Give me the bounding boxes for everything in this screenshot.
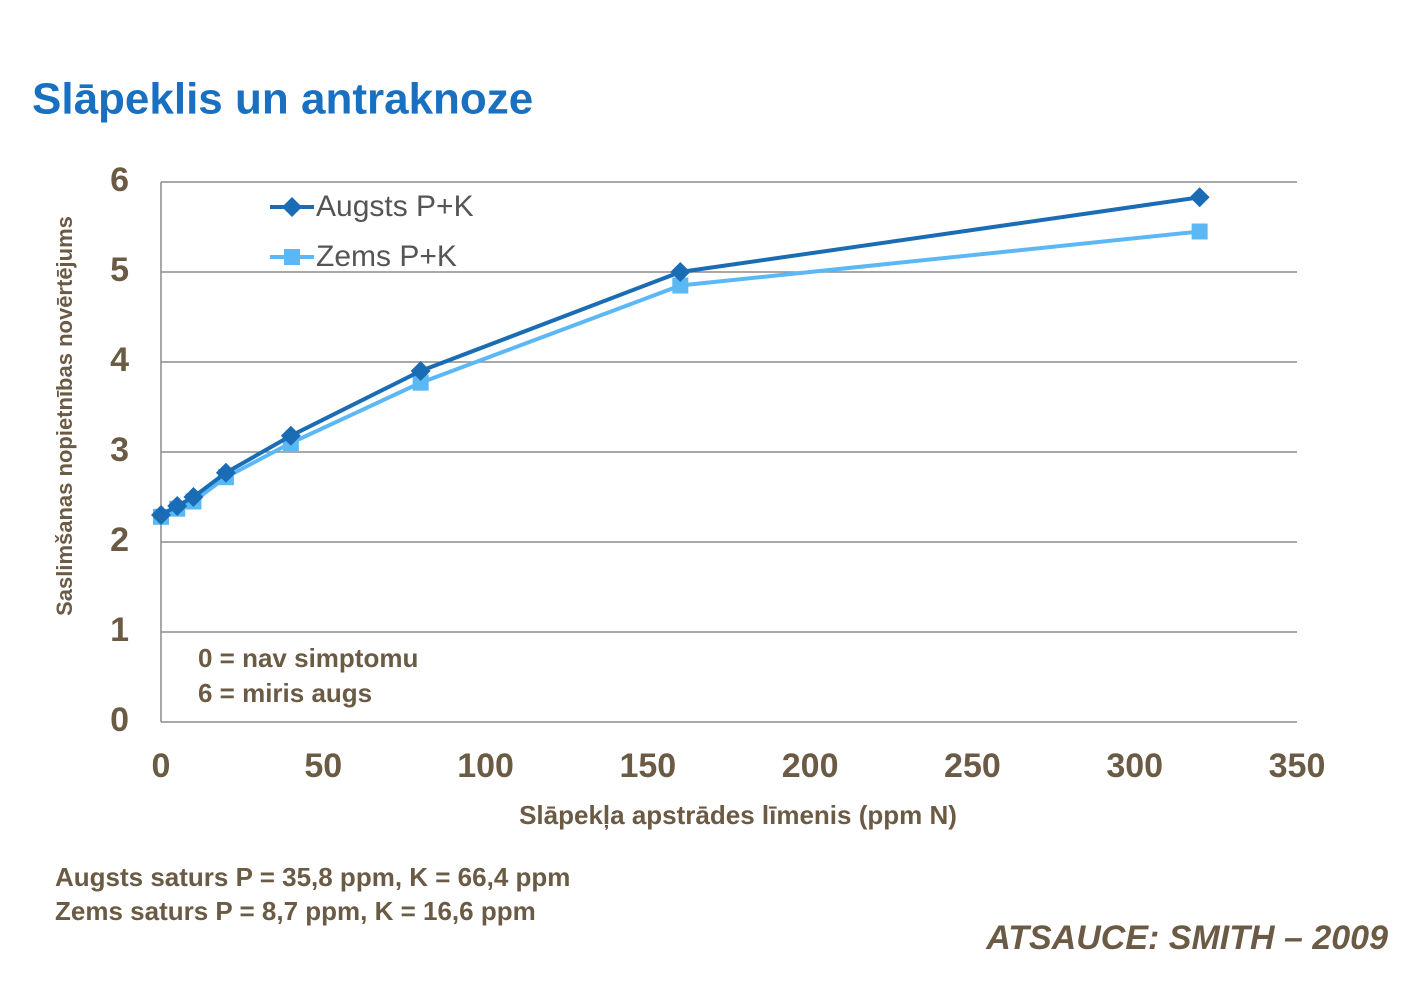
annotation: 6 = miris augs (198, 678, 372, 708)
y-tick-label: 3 (110, 431, 129, 469)
source: ATSAUCE: SMITH – 2009 (985, 919, 1388, 957)
x-tick-label: 100 (457, 747, 514, 785)
x-axis-label: Slāpekļa apstrādes līmenis (ppm N) (519, 800, 957, 830)
marker (183, 487, 204, 507)
x-tick-label: 350 (1269, 747, 1326, 785)
marker (410, 361, 431, 381)
marker (412, 374, 429, 391)
chart-title: Slāpeklis un antraknoze (32, 75, 533, 124)
marker (1189, 187, 1210, 208)
marker (282, 197, 302, 217)
marker (672, 277, 689, 294)
marker (215, 462, 236, 483)
marker (167, 496, 188, 516)
y-tick-label: 0 (110, 701, 129, 739)
footnote: Augsts saturs P = 35,8 ppm, K = 66,4 ppm (55, 862, 570, 892)
legend-label: Augsts P+K (316, 190, 474, 223)
marker (280, 425, 301, 446)
x-tick-label: 0 (152, 747, 171, 785)
x-tick-label: 300 (1106, 747, 1163, 785)
y-tick-label: 2 (110, 521, 129, 559)
x-tick-label: 150 (619, 747, 676, 785)
y-tick-label: 5 (110, 251, 129, 289)
marker (1191, 223, 1208, 240)
marker (151, 505, 171, 525)
x-tick-label: 250 (944, 747, 1001, 785)
footnote: Zems saturs P = 8,7 ppm, K = 16,6 ppm (55, 896, 536, 926)
legend-label: Zems P+K (316, 240, 457, 273)
x-tick-label: 200 (782, 747, 839, 785)
x-tick-label: 50 (304, 747, 342, 785)
y-axis-label: Saslimšanas nopietnības novērtējums (52, 216, 77, 616)
y-tick-label: 6 (110, 161, 129, 199)
annotation: 0 = nav simptomu (198, 643, 418, 673)
marker (284, 249, 300, 265)
marker (670, 262, 691, 282)
y-tick-label: 4 (110, 341, 129, 379)
y-tick-label: 1 (110, 611, 129, 649)
